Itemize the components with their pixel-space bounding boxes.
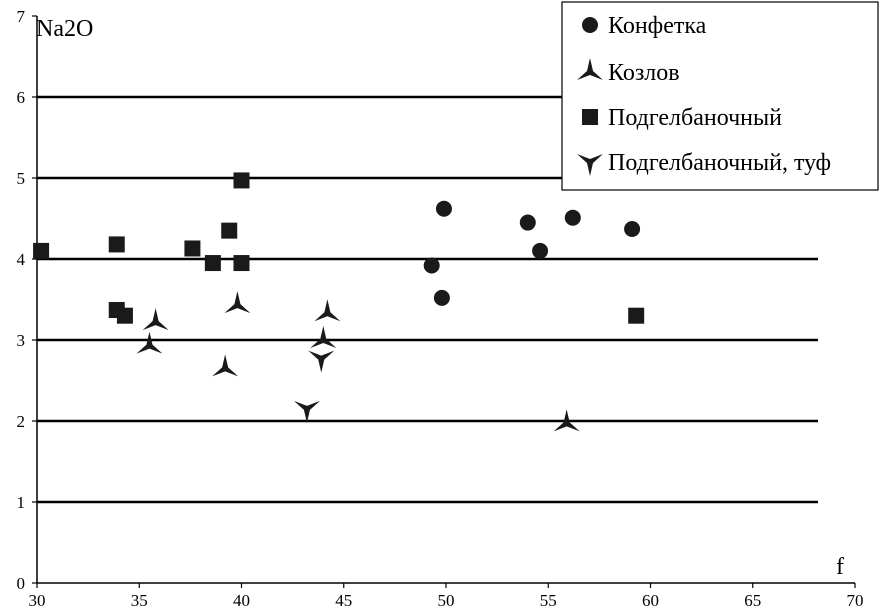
series-0 bbox=[423, 200, 641, 306]
x-ticks: 30 35 40 45 50 55 60 65 70 bbox=[29, 583, 864, 610]
series-3 bbox=[293, 350, 335, 423]
legend-box bbox=[561, 1, 879, 191]
x-tick-label: 55 bbox=[540, 591, 557, 610]
data-point bbox=[435, 200, 452, 217]
legend-item: Конфетка bbox=[582, 13, 707, 39]
data-point bbox=[33, 242, 50, 259]
x-tick-label: 60 bbox=[642, 591, 659, 610]
x-tick-label: 30 bbox=[29, 591, 46, 610]
data-point bbox=[116, 307, 133, 324]
data-point bbox=[624, 221, 641, 238]
data-point bbox=[310, 326, 337, 348]
x-tick-label: 40 bbox=[233, 591, 250, 610]
legend-marker bbox=[577, 154, 603, 176]
y-axis-label: Na2O bbox=[36, 16, 93, 42]
y-tick-label: 3 bbox=[17, 331, 26, 350]
y-tick-label: 2 bbox=[17, 412, 26, 431]
data-point bbox=[308, 350, 335, 373]
y-tick-label: 7 bbox=[17, 7, 26, 26]
legend-item: Козлов bbox=[577, 58, 680, 86]
data-point bbox=[314, 299, 341, 322]
x-tick-label: 45 bbox=[335, 591, 352, 610]
data-point bbox=[204, 255, 221, 272]
legend-label: Подгелбаночный, туф bbox=[608, 150, 831, 176]
x-tick-label: 50 bbox=[438, 591, 455, 610]
data-point bbox=[108, 236, 125, 253]
data-point bbox=[423, 257, 440, 274]
data-point bbox=[142, 308, 169, 331]
data-points bbox=[33, 172, 645, 432]
data-point bbox=[233, 255, 250, 272]
y-tick-label: 6 bbox=[17, 88, 26, 107]
y-tick-label: 0 bbox=[17, 574, 26, 593]
legend-label: Подгелбаночный bbox=[608, 105, 782, 131]
legend-label: Козлов bbox=[608, 60, 680, 86]
x-tick-label: 70 bbox=[847, 591, 864, 610]
x-tick-label: 35 bbox=[131, 591, 148, 610]
legend: Конфетка Козлов Подгелбаночный Подгелбаночн… bbox=[561, 1, 879, 191]
data-point bbox=[293, 400, 320, 423]
legend-label: Конфетка bbox=[608, 13, 707, 39]
data-point bbox=[553, 409, 580, 432]
x-tick-label: 65 bbox=[744, 591, 761, 610]
y-ticks: 0 1 2 3 4 5 6 7 bbox=[17, 7, 37, 593]
data-point bbox=[564, 209, 581, 226]
data-point bbox=[519, 214, 536, 231]
gridlines bbox=[37, 95, 818, 504]
data-point bbox=[532, 242, 549, 259]
data-point bbox=[224, 291, 251, 314]
y-tick-label: 1 bbox=[17, 493, 26, 512]
y-tick-label: 5 bbox=[17, 169, 26, 188]
series-1 bbox=[136, 291, 580, 432]
legend-marker bbox=[582, 17, 598, 33]
series-2 bbox=[33, 172, 645, 324]
data-point bbox=[628, 307, 645, 324]
data-point bbox=[212, 354, 239, 377]
legend-item: Подгелбаночный bbox=[582, 105, 782, 131]
legend-marker bbox=[582, 109, 598, 125]
data-point bbox=[136, 331, 163, 354]
data-point bbox=[233, 172, 250, 189]
legend-marker bbox=[577, 58, 603, 80]
data-point bbox=[184, 240, 201, 257]
x-axis-label: f bbox=[836, 554, 844, 580]
y-tick-label: 4 bbox=[17, 250, 26, 269]
data-point bbox=[433, 289, 450, 306]
data-point bbox=[221, 222, 238, 239]
legend-item: Подгелбаночный, туф bbox=[577, 150, 831, 176]
